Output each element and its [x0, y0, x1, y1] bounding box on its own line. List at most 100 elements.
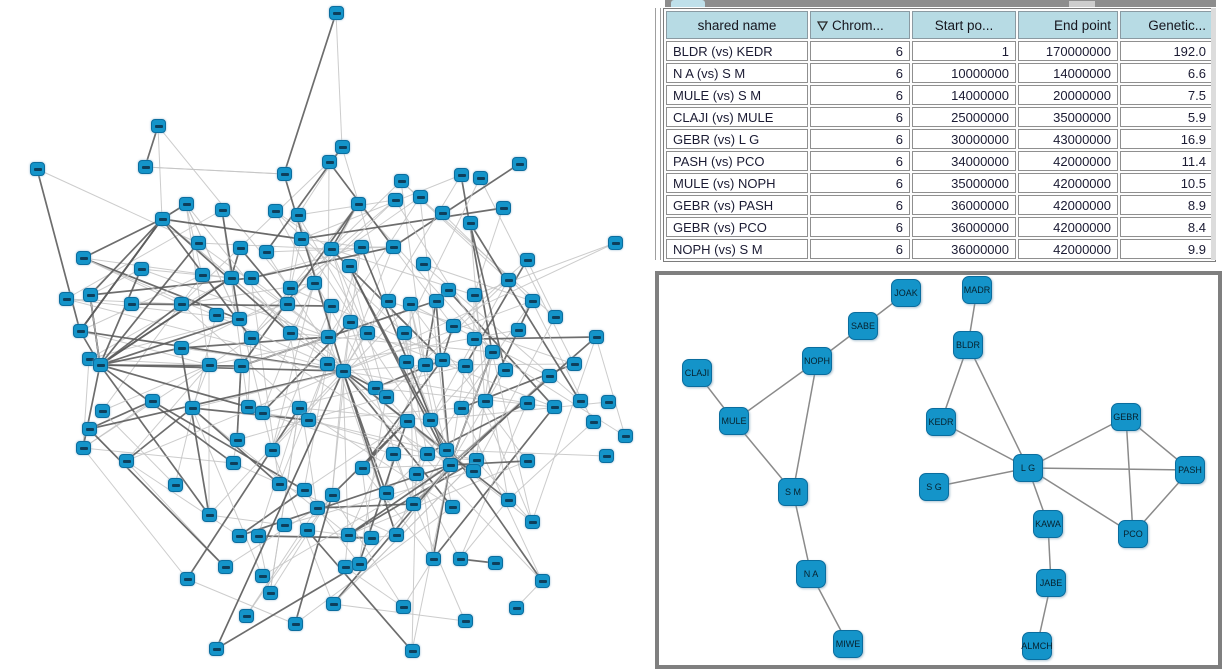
main-network-node[interactable]	[363, 531, 379, 545]
main-network-node[interactable]	[178, 197, 194, 211]
subnet-node-JABE[interactable]: JABE	[1036, 569, 1066, 597]
main-network-canvas[interactable]	[0, 0, 655, 669]
main-network-node[interactable]	[519, 454, 535, 468]
table-cell[interactable]: 11.4	[1120, 151, 1213, 171]
main-network-node[interactable]	[425, 552, 441, 566]
main-network-node[interactable]	[399, 414, 415, 428]
table-row[interactable]: MULE (vs) NOPH 6 35000000 42000000 10.5	[666, 173, 1213, 193]
main-network-node[interactable]	[422, 413, 438, 427]
column-header-shared-name[interactable]: shared name	[666, 11, 808, 39]
main-network-node[interactable]	[150, 119, 166, 133]
table-cell[interactable]: 42000000	[1018, 151, 1118, 171]
main-network-node[interactable]	[457, 359, 473, 373]
main-network-node[interactable]	[229, 433, 245, 447]
main-network-node[interactable]	[402, 297, 418, 311]
column-header-genetic-[interactable]: Genetic...	[1120, 11, 1213, 39]
main-network-node[interactable]	[393, 174, 409, 188]
table-vertical-scrollbar[interactable]	[1211, 8, 1216, 260]
subnet-node-JOAK[interactable]: JOAK	[891, 279, 921, 307]
main-network-node[interactable]	[351, 557, 367, 571]
main-network-node[interactable]	[254, 569, 270, 583]
main-network-node[interactable]	[231, 312, 247, 326]
main-network-node[interactable]	[385, 240, 401, 254]
table-cell[interactable]: 170000000	[1018, 41, 1118, 61]
main-network-node[interactable]	[201, 358, 217, 372]
main-network-node[interactable]	[453, 168, 469, 182]
main-network-node[interactable]	[541, 369, 557, 383]
table-row[interactable]: GEBR (vs) PASH 6 36000000 42000000 8.9	[666, 195, 1213, 215]
table-cell[interactable]: 42000000	[1018, 173, 1118, 193]
main-network-node[interactable]	[309, 501, 325, 515]
main-network-node[interactable]	[445, 319, 461, 333]
main-network-node[interactable]	[572, 394, 588, 408]
main-network-node[interactable]	[262, 586, 278, 600]
main-network-node[interactable]	[340, 528, 356, 542]
table-row[interactable]: N A (vs) S M 6 10000000 14000000 6.6	[666, 63, 1213, 83]
subnet-node-S-M[interactable]: S M	[778, 478, 808, 506]
table-cell[interactable]: 5.9	[1120, 107, 1213, 127]
main-network-node[interactable]	[300, 413, 316, 427]
main-network-node[interactable]	[438, 443, 454, 457]
table-cell[interactable]: 36000000	[912, 195, 1016, 215]
table-cell[interactable]: 30000000	[912, 129, 1016, 149]
table-cell[interactable]: 14000000	[1018, 63, 1118, 83]
main-network-node[interactable]	[232, 241, 248, 255]
subnet-edge-L G-PCO[interactable]	[1027, 467, 1134, 535]
main-network-node[interactable]	[434, 206, 450, 220]
main-network-node[interactable]	[546, 400, 562, 414]
table-cell[interactable]: 42000000	[1018, 239, 1118, 259]
main-network-node[interactable]	[190, 236, 206, 250]
main-network-node[interactable]	[466, 288, 482, 302]
subnet-edge-GEBR-PCO[interactable]	[1125, 416, 1134, 535]
main-network-node[interactable]	[276, 518, 292, 532]
table-cell[interactable]: 20000000	[1018, 85, 1118, 105]
main-network-node[interactable]	[412, 190, 428, 204]
main-network-node[interactable]	[323, 299, 339, 313]
main-network-node[interactable]	[359, 326, 375, 340]
main-network-node[interactable]	[271, 477, 287, 491]
main-network-node[interactable]	[457, 614, 473, 628]
main-network-node[interactable]	[453, 401, 469, 415]
main-network-node[interactable]	[434, 353, 450, 367]
table-cell[interactable]: N A (vs) S M	[666, 63, 808, 83]
table-cell[interactable]: NOPH (vs) S M	[666, 239, 808, 259]
main-network-node[interactable]	[419, 447, 435, 461]
main-network-node[interactable]	[179, 572, 195, 586]
main-network-node[interactable]	[334, 140, 350, 154]
table-cell[interactable]: 16.9	[1120, 129, 1213, 149]
subnet-edge-S G-L G[interactable]	[933, 467, 1029, 488]
main-network-node[interactable]	[94, 404, 110, 418]
main-network-node[interactable]	[225, 456, 241, 470]
main-network-node[interactable]	[335, 364, 351, 378]
table-cell[interactable]: 6	[810, 195, 910, 215]
main-network-node[interactable]	[385, 447, 401, 461]
main-network-node[interactable]	[154, 212, 170, 226]
table-cell[interactable]: 10000000	[912, 63, 1016, 83]
table-cell[interactable]: 35000000	[912, 173, 1016, 193]
filter-funnel-icon[interactable]	[817, 20, 828, 31]
main-network-node[interactable]	[118, 454, 134, 468]
table-cell[interactable]: 6	[810, 107, 910, 127]
main-network-node[interactable]	[354, 461, 370, 475]
main-network-node[interactable]	[82, 288, 98, 302]
table-row[interactable]: NOPH (vs) S M 6 36000000 42000000 9.9	[666, 239, 1213, 259]
table-cell[interactable]: MULE (vs) S M	[666, 85, 808, 105]
main-network-node[interactable]	[508, 601, 524, 615]
main-network-node[interactable]	[511, 157, 527, 171]
main-network-node[interactable]	[133, 262, 149, 276]
main-network-node[interactable]	[524, 294, 540, 308]
main-network-node[interactable]	[417, 358, 433, 372]
main-network-node[interactable]	[208, 642, 224, 656]
main-network-node[interactable]	[137, 160, 153, 174]
main-network-node[interactable]	[477, 394, 493, 408]
main-network-node[interactable]	[214, 203, 230, 217]
main-network-node[interactable]	[58, 292, 74, 306]
main-network-node[interactable]	[319, 357, 335, 371]
main-network-node[interactable]	[194, 268, 210, 282]
main-network-node[interactable]	[600, 395, 616, 409]
main-network-node[interactable]	[208, 308, 224, 322]
main-network-node[interactable]	[353, 240, 369, 254]
table-cell[interactable]: 10.5	[1120, 173, 1213, 193]
main-network-node[interactable]	[72, 324, 88, 338]
subnet-edge-L G-GEBR[interactable]	[1027, 416, 1127, 469]
